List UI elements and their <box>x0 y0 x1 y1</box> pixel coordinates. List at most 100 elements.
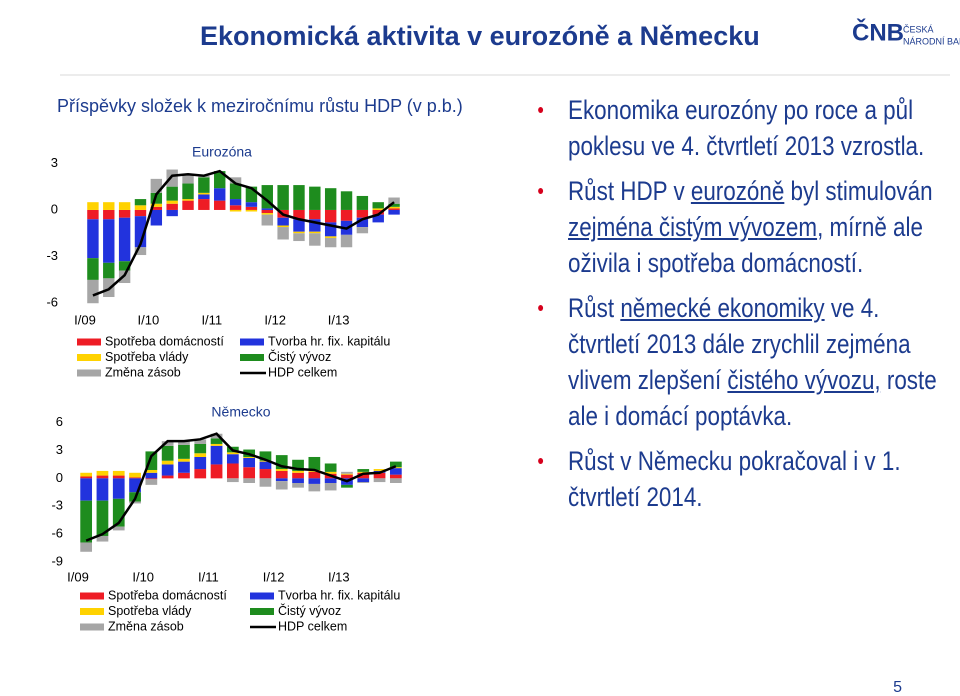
bar-segment <box>389 467 402 469</box>
bullet-text: , mírně ale oživila i spotřeba domácnost… <box>568 212 923 278</box>
bar-segment <box>129 501 141 504</box>
bar-segment <box>118 202 131 210</box>
bar-segment <box>259 478 272 487</box>
bar-segment <box>134 209 147 217</box>
bar-segment <box>293 231 305 234</box>
bar-segment <box>372 202 384 209</box>
bar-segment <box>226 454 239 464</box>
chart-title: Německo <box>211 404 270 420</box>
x-tick-label: I/11 <box>198 569 219 584</box>
bar-segment <box>229 205 242 210</box>
bar-segment <box>388 208 400 210</box>
bar-segment <box>134 247 147 256</box>
legend-label: HDP celkem <box>268 365 337 379</box>
bar-segment <box>324 463 337 472</box>
bar-segment <box>210 443 223 446</box>
bar-segment <box>198 194 210 200</box>
bar-segment <box>87 202 99 210</box>
x-tick-label: I/10 <box>132 569 154 584</box>
bar-segment <box>112 475 125 479</box>
bar-segment <box>210 433 223 439</box>
bar-segment <box>194 443 207 454</box>
bar-segment <box>80 476 93 479</box>
bar-segment <box>166 209 178 217</box>
y-tick-label: 3 <box>56 442 63 457</box>
bar-segment <box>261 209 273 214</box>
bar-segment <box>134 199 147 206</box>
bar-segment <box>243 467 256 479</box>
bar-segment <box>308 456 321 470</box>
bar-segment <box>112 498 125 527</box>
bar-segment <box>166 169 178 187</box>
bar-segment <box>341 471 353 474</box>
page-number: 5 <box>893 679 902 696</box>
bar-segment <box>182 183 194 200</box>
bar-segment <box>388 203 400 207</box>
bar-segment <box>309 219 321 232</box>
bullet-text: ve 4. čtvrtletí 2013 dále zrychlil zejmé… <box>568 293 911 395</box>
legend-label: Tvorba hr. fix. kapitálu <box>278 588 400 602</box>
bullet-text: zejména čistým vývozem <box>568 212 818 242</box>
bar-segment <box>357 471 370 473</box>
bullet-text: Růst <box>568 293 621 323</box>
bar-segment <box>243 457 256 468</box>
legend-label: HDP celkem <box>278 619 347 633</box>
legend-label: Spotřeba vlády <box>108 604 192 618</box>
bar-segment <box>373 472 386 479</box>
bar-segment <box>245 206 258 210</box>
line-series <box>92 169 395 297</box>
bar-segment <box>182 199 194 201</box>
bar-segment <box>243 456 256 458</box>
bar-segment <box>226 478 239 483</box>
bar-segment <box>112 526 125 531</box>
bar-segment <box>103 262 115 279</box>
bar-segment <box>308 471 321 479</box>
bar-segment <box>245 209 258 212</box>
bar-segment <box>372 214 384 223</box>
y-tick-label: -6 <box>46 295 58 310</box>
bar-segment <box>357 482 370 483</box>
bar-segment <box>145 479 158 485</box>
bar-segment <box>356 195 369 210</box>
legend-swatch <box>80 608 104 615</box>
bar-segment <box>389 461 402 468</box>
bar-segment <box>292 483 304 488</box>
bar-segment <box>118 209 131 218</box>
bar-segment <box>112 470 125 476</box>
x-tick-label: I/13 <box>328 312 350 327</box>
bar-segment <box>80 472 93 477</box>
bar-segment <box>357 472 370 479</box>
bar-segment <box>324 237 337 248</box>
bar-segment <box>118 217 131 262</box>
bar-segment <box>309 233 321 246</box>
x-tick-label: I/11 <box>201 312 222 327</box>
bar-segment <box>210 445 223 465</box>
logo-text: NÁRODNÍ BANKA <box>903 36 960 46</box>
bullet-text: německé ekonomiky <box>620 293 825 323</box>
bar-segment <box>292 459 304 471</box>
bar-segment <box>229 199 242 206</box>
bar-segment <box>229 177 242 184</box>
x-tick-label: I/12 <box>264 312 286 327</box>
bar-segment <box>292 478 304 483</box>
bar-segment <box>198 192 210 195</box>
bar-segment <box>292 470 304 473</box>
bar-segment <box>261 208 273 210</box>
bar-segment <box>275 455 288 470</box>
chart-title: Eurozóna <box>192 144 252 160</box>
legend-label: Čistý vývoz <box>268 349 331 364</box>
bar-segment <box>340 209 353 221</box>
bullet-text: roste ale i domácí poptávka. <box>568 365 937 431</box>
bar-segment <box>150 203 163 207</box>
y-tick-label: -3 <box>46 248 58 263</box>
bar-segment <box>308 483 321 492</box>
y-tick-label: 0 <box>56 470 63 485</box>
bar-segment <box>324 471 337 474</box>
bar-segment <box>118 261 131 271</box>
bar-segment <box>178 461 190 473</box>
bar-segment <box>87 279 99 304</box>
bullet: Růst v Německu pokračoval i v 1. čtvrtle… <box>538 443 954 515</box>
bar-segment <box>80 542 93 552</box>
legend-swatch <box>80 592 104 600</box>
bar-segment <box>356 217 369 228</box>
